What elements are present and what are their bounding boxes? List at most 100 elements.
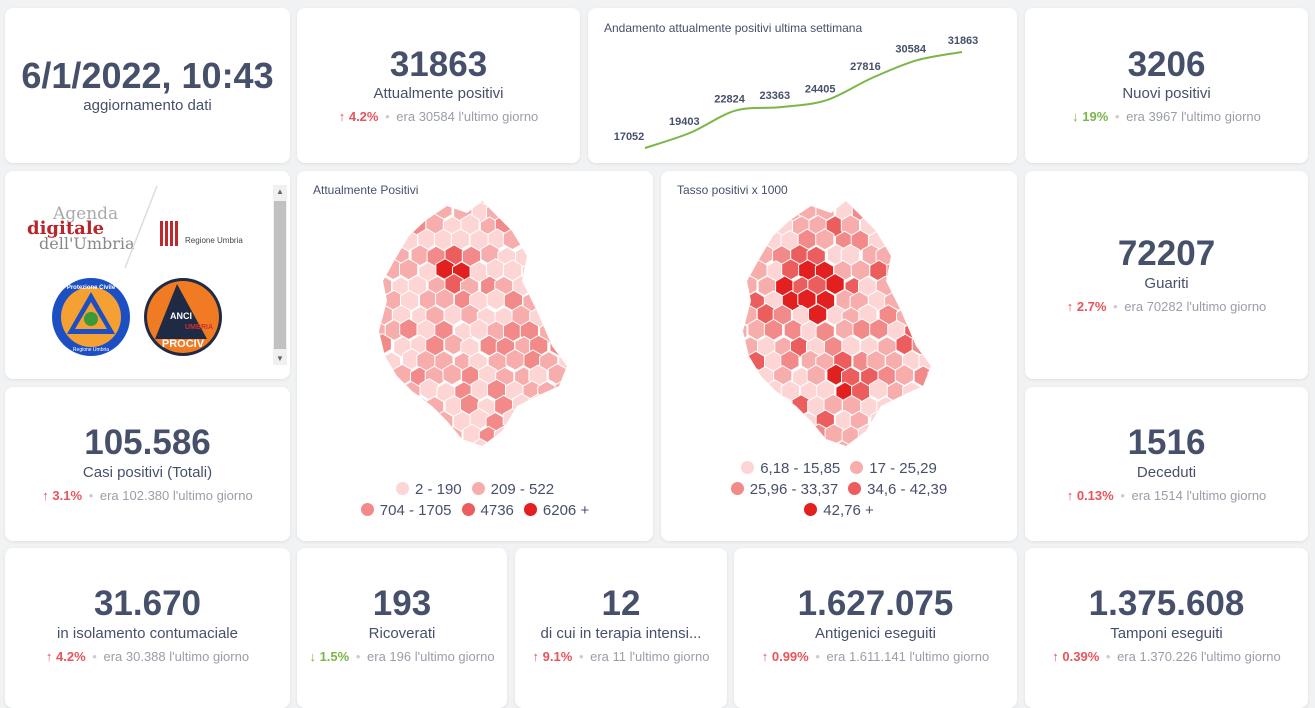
municipality-region[interactable] <box>367 290 386 313</box>
municipality-region[interactable] <box>927 334 946 357</box>
municipality-region[interactable] <box>531 426 551 448</box>
municipality-region[interactable] <box>575 202 593 223</box>
municipality-region[interactable] <box>376 364 395 387</box>
municipality-region[interactable] <box>506 199 526 221</box>
municipality-region[interactable] <box>901 229 921 252</box>
municipality-region[interactable] <box>927 246 946 269</box>
municipality-region[interactable] <box>529 215 549 238</box>
municipality-region[interactable] <box>920 287 939 311</box>
municipality-region[interactable] <box>937 291 955 312</box>
municipality-region[interactable] <box>731 379 750 402</box>
choropleth-map-umbria[interactable] <box>661 171 1017 461</box>
municipality-region[interactable] <box>928 214 947 237</box>
municipality-region[interactable] <box>937 353 955 374</box>
municipality-region[interactable] <box>548 184 567 206</box>
municipality-region[interactable] <box>383 199 403 221</box>
municipality-region[interactable] <box>392 363 412 386</box>
municipality-region[interactable] <box>486 288 506 311</box>
municipality-region[interactable] <box>730 438 749 460</box>
municipality-region[interactable] <box>730 261 749 284</box>
municipality-region[interactable] <box>557 411 576 434</box>
municipality-region[interactable] <box>789 423 809 446</box>
municipality-region[interactable] <box>367 230 386 253</box>
municipality-region[interactable] <box>368 410 387 433</box>
municipality-region[interactable] <box>912 243 931 266</box>
municipality-region[interactable] <box>514 215 534 238</box>
municipality-region[interactable] <box>921 319 940 342</box>
municipality-region[interactable] <box>758 213 778 236</box>
municipality-region[interactable] <box>391 393 411 416</box>
municipality-region[interactable] <box>399 410 419 433</box>
municipality-region[interactable] <box>903 288 924 311</box>
municipality-region[interactable] <box>772 423 792 446</box>
municipality-region[interactable] <box>530 246 550 269</box>
municipality-region[interactable] <box>357 245 375 266</box>
municipality-region[interactable] <box>520 440 540 461</box>
municipality-region[interactable] <box>512 393 532 416</box>
municipality-region[interactable] <box>547 363 567 386</box>
municipality-region[interactable] <box>825 273 845 296</box>
municipality-region[interactable] <box>367 259 387 282</box>
municipality-region[interactable] <box>755 396 775 419</box>
municipality-region[interactable] <box>391 425 411 447</box>
municipality-region[interactable] <box>383 411 403 434</box>
municipality-region[interactable] <box>911 396 931 419</box>
municipality-region[interactable] <box>902 408 922 431</box>
municipality-region[interactable] <box>356 366 374 387</box>
municipality-region[interactable] <box>358 424 376 445</box>
municipality-region[interactable] <box>866 201 886 223</box>
municipality-region[interactable] <box>885 201 905 224</box>
municipality-region[interactable] <box>912 304 931 327</box>
municipality-region[interactable] <box>554 318 573 341</box>
municipality-region[interactable] <box>521 261 541 284</box>
scroll-up-arrow-icon[interactable]: ▲ <box>276 187 284 196</box>
municipality-region[interactable] <box>730 348 749 371</box>
municipality-region[interactable] <box>426 186 446 208</box>
municipality-region[interactable] <box>885 408 905 431</box>
municipality-region[interactable] <box>565 332 584 356</box>
municipality-region[interactable] <box>520 229 540 252</box>
municipality-region[interactable] <box>373 245 393 268</box>
municipality-region[interactable] <box>902 381 922 404</box>
municipality-region[interactable] <box>417 441 437 461</box>
municipality-region[interactable] <box>497 185 517 207</box>
municipality-region[interactable] <box>565 305 584 328</box>
municipality-region[interactable] <box>377 213 396 236</box>
municipality-region[interactable] <box>402 199 422 221</box>
municipality-region[interactable] <box>782 411 802 434</box>
municipality-region[interactable] <box>895 395 915 418</box>
municipality-region[interactable] <box>443 425 463 447</box>
municipality-region[interactable] <box>747 201 767 223</box>
municipality-region[interactable] <box>427 426 447 448</box>
municipality-region[interactable] <box>723 245 741 266</box>
municipality-region[interactable] <box>377 424 396 446</box>
municipality-region[interactable] <box>910 424 930 446</box>
municipality-region[interactable] <box>546 245 566 268</box>
municipality-region[interactable] <box>755 423 775 446</box>
municipality-region[interactable] <box>391 215 411 238</box>
municipality-region[interactable] <box>530 186 550 208</box>
municipality-region[interactable] <box>911 187 931 209</box>
municipality-region[interactable] <box>367 350 386 373</box>
municipality-region[interactable] <box>538 199 558 221</box>
municipality-region[interactable] <box>563 246 582 269</box>
municipality-region[interactable] <box>870 409 890 432</box>
municipality-region[interactable] <box>554 291 573 314</box>
municipality-region[interactable] <box>505 348 525 371</box>
municipality-region[interactable] <box>359 216 377 237</box>
municipality-region[interactable] <box>565 275 584 298</box>
municipality-region[interactable] <box>729 320 748 343</box>
municipality-region[interactable] <box>766 201 786 224</box>
municipality-region[interactable] <box>747 381 767 404</box>
municipality-region[interactable] <box>740 363 759 386</box>
municipality-region[interactable] <box>563 423 582 446</box>
municipality-region[interactable] <box>564 394 583 417</box>
municipality-region[interactable] <box>877 186 897 208</box>
municipality-region[interactable] <box>549 306 568 329</box>
municipality-region[interactable] <box>738 215 757 238</box>
municipality-region[interactable] <box>927 276 946 299</box>
municipality-region[interactable] <box>937 380 955 401</box>
municipality-region[interactable] <box>937 202 955 223</box>
municipality-region[interactable] <box>566 363 585 386</box>
municipality-region[interactable] <box>774 396 794 419</box>
